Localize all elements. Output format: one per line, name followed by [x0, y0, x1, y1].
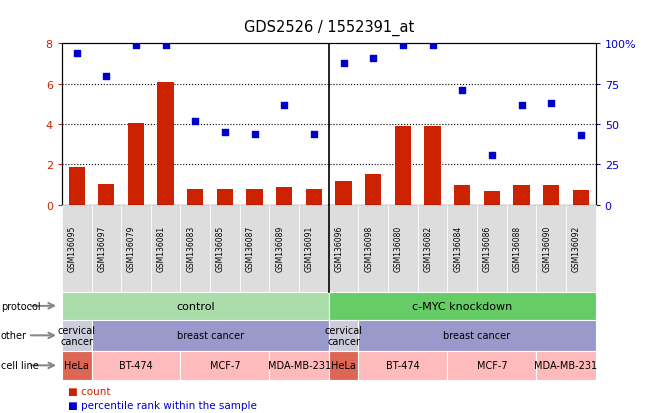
Point [72, 50, 82, 57]
Bar [217, 189, 233, 205]
Point [487, 152, 497, 159]
Bar [187, 189, 204, 205]
Text: GSM136088: GSM136088 [512, 225, 521, 272]
Text: MDA-MB-231: MDA-MB-231 [268, 361, 331, 370]
Text: other: other [1, 330, 27, 341]
Bar [306, 189, 322, 205]
Bar [276, 187, 292, 205]
Point [220, 130, 230, 136]
Point [457, 88, 467, 94]
Point [101, 73, 111, 80]
Text: GSM136080: GSM136080 [394, 225, 403, 272]
Text: GSM136086: GSM136086 [483, 225, 492, 272]
Text: GSM136092: GSM136092 [572, 225, 581, 272]
Text: cervical
cancer: cervical cancer [325, 325, 363, 347]
Text: MCF-7: MCF-7 [210, 361, 240, 370]
Bar [247, 189, 263, 205]
Text: BT-474: BT-474 [386, 361, 420, 370]
Point [249, 131, 260, 138]
Point [190, 118, 201, 125]
Text: GSM136096: GSM136096 [335, 225, 344, 272]
Text: ■ percentile rank within the sample: ■ percentile rank within the sample [68, 400, 257, 410]
Text: protocol: protocol [1, 301, 40, 311]
Bar [365, 175, 381, 205]
Text: MDA-MB-231: MDA-MB-231 [534, 361, 598, 370]
Text: GSM136095: GSM136095 [68, 225, 77, 272]
Text: GSM136081: GSM136081 [157, 225, 165, 272]
Text: GSM136090: GSM136090 [542, 225, 551, 272]
Point [427, 43, 437, 49]
Point [368, 55, 378, 62]
Bar [573, 190, 589, 205]
Text: GSM136079: GSM136079 [127, 225, 136, 272]
Text: cervical
cancer: cervical cancer [58, 325, 96, 347]
Text: breast cancer: breast cancer [443, 330, 510, 341]
Bar [454, 185, 471, 205]
Text: breast cancer: breast cancer [176, 330, 243, 341]
Text: MCF-7: MCF-7 [477, 361, 507, 370]
Point [279, 102, 290, 109]
Bar [158, 83, 174, 205]
Text: BT-474: BT-474 [119, 361, 153, 370]
Text: GSM136084: GSM136084 [453, 225, 462, 272]
Bar [128, 124, 144, 205]
Point [575, 133, 586, 139]
Text: GSM136085: GSM136085 [216, 225, 225, 272]
Text: GSM136083: GSM136083 [186, 225, 195, 272]
Point [309, 131, 319, 138]
Text: GSM136091: GSM136091 [305, 225, 314, 272]
Text: HeLa: HeLa [331, 361, 356, 370]
Bar [543, 185, 559, 205]
Text: GSM136089: GSM136089 [275, 225, 284, 272]
Bar [424, 127, 441, 205]
Bar [514, 185, 530, 205]
Text: GSM136087: GSM136087 [245, 225, 255, 272]
Text: c-MYC knockdown: c-MYC knockdown [412, 301, 512, 311]
Bar [484, 191, 500, 205]
Point [398, 43, 408, 49]
Point [131, 43, 141, 49]
Text: ■ count: ■ count [68, 386, 111, 396]
Text: GDS2526 / 1552391_at: GDS2526 / 1552391_at [243, 20, 414, 36]
Point [160, 43, 171, 49]
Text: cell line: cell line [1, 361, 38, 370]
Text: GSM136082: GSM136082 [424, 225, 432, 272]
Bar [395, 127, 411, 205]
Bar [98, 184, 115, 205]
Point [339, 60, 349, 67]
Bar [68, 168, 85, 205]
Text: GSM136098: GSM136098 [365, 225, 373, 272]
Point [546, 100, 557, 107]
Text: control: control [176, 301, 215, 311]
Point [516, 102, 527, 109]
Text: HeLa: HeLa [64, 361, 89, 370]
Text: GSM136097: GSM136097 [98, 225, 106, 272]
Bar [335, 181, 352, 205]
